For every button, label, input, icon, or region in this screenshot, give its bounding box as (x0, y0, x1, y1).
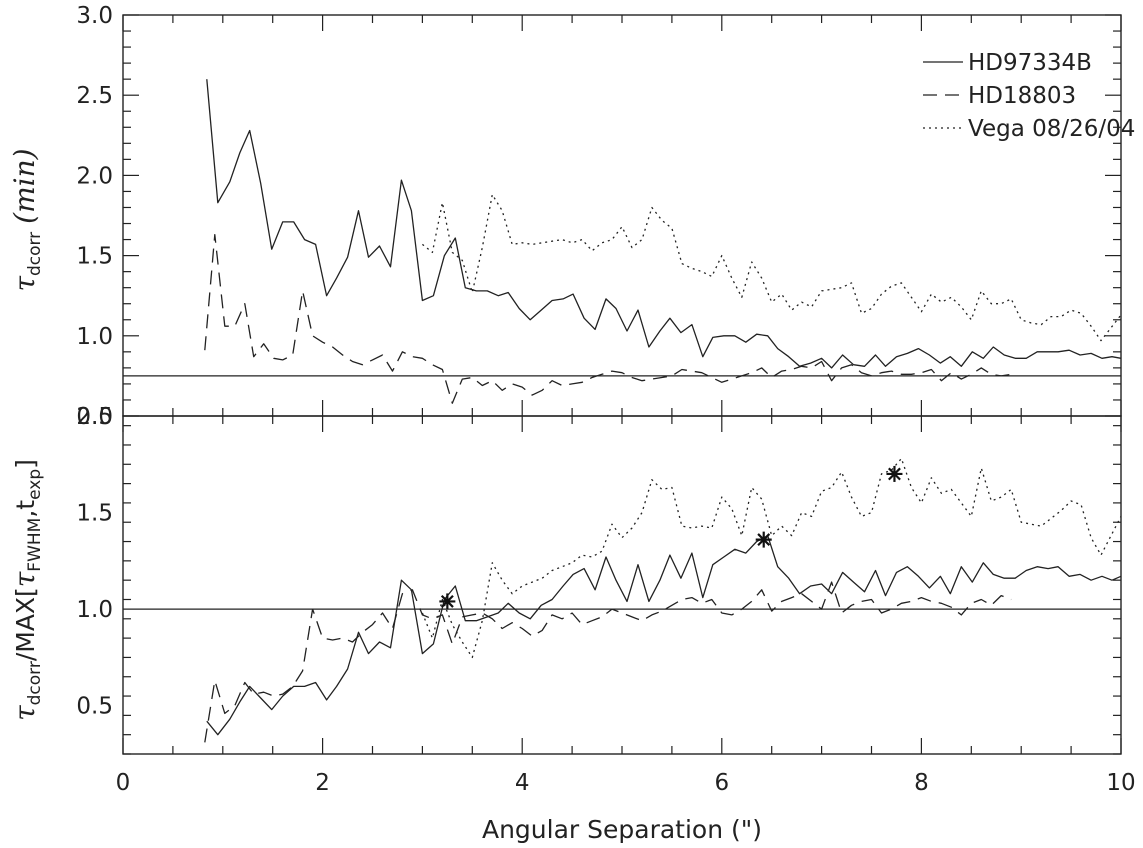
y-label-part: exp (25, 469, 45, 500)
y-label-part: τ (8, 705, 41, 721)
series-line-dotted (421, 193, 1122, 342)
series-line-dashed (204, 234, 1012, 404)
y-tick-label: 1.5 (76, 501, 113, 527)
x-tick-label: 0 (116, 770, 131, 796)
series-line-solid (206, 535, 1122, 736)
y-label-part: ,t (11, 500, 40, 518)
y-tick-label: 0.5 (76, 404, 113, 430)
legend-label: HD97334B (968, 50, 1092, 76)
y-label-part: τ (8, 276, 41, 292)
y-label-part: FWHM (25, 518, 45, 572)
x-tick-label: 10 (1106, 770, 1135, 796)
series-line-dashed (204, 581, 1012, 743)
y-tick-label: 1.5 (76, 244, 113, 270)
star-marker (755, 531, 772, 548)
plot-frame-1 (122, 415, 1122, 755)
y-tick-label: 2.0 (76, 404, 113, 430)
y-tick-label: 1.0 (76, 324, 113, 350)
star-marker (886, 465, 903, 482)
x-tick-label: 6 (714, 770, 729, 796)
y-axis-label-bottom: τdcorr/MAX[τFWHM,texp] (8, 459, 45, 721)
y-tick-label: 2.0 (76, 163, 113, 189)
y-axis-label-top: τdcorr (min) (8, 148, 45, 291)
y-label-part: (min) (8, 148, 41, 223)
y-label-part: ] (11, 459, 40, 469)
y-tick-label: 2.5 (76, 83, 113, 109)
y-tick-label: 0.5 (76, 694, 113, 720)
y-label-part: dcorr (25, 232, 45, 276)
x-axis-label: Angular Separation (") (482, 815, 762, 844)
legend-label: HD18803 (968, 83, 1076, 109)
star-marker (439, 593, 456, 610)
y-label-part: /MAX[ (11, 587, 40, 661)
x-tick-label: 4 (515, 770, 530, 796)
x-tick-label: 2 (315, 770, 330, 796)
legend-label: Vega 08/26/04 (968, 116, 1135, 142)
y-tick-label: 3.0 (76, 3, 113, 29)
svg-text:τdcorr/MAX[τFWHM,texp]: τdcorr/MAX[τFWHM,texp] (8, 459, 45, 721)
series-line-dotted (421, 457, 1122, 659)
series-line-solid (206, 79, 1122, 369)
x-tick-label: 8 (914, 770, 929, 796)
svg-text:τdcorr(min): τdcorr (min) (8, 148, 45, 291)
y-tick-label: 1.0 (76, 597, 113, 623)
y-label-part: dcorr (25, 661, 45, 705)
y-label-part: τ (8, 571, 41, 587)
